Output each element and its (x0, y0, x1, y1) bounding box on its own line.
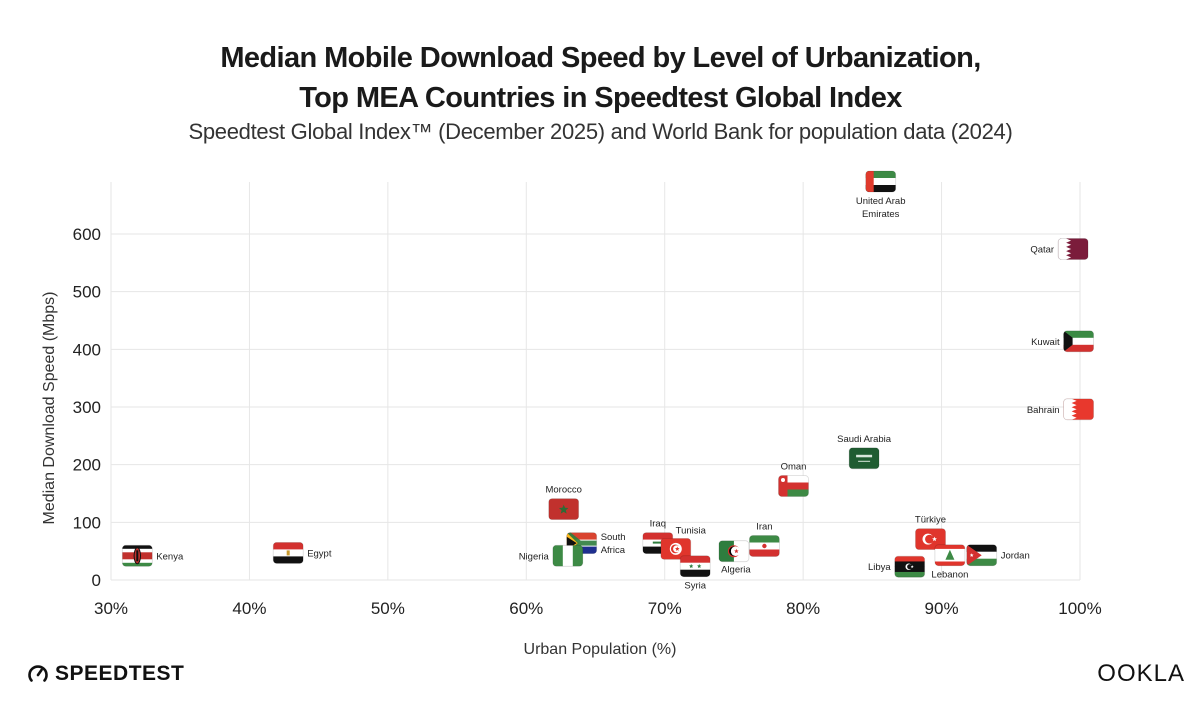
tunisia-flag-marker (660, 538, 691, 560)
x-tick-label: 60% (509, 599, 543, 618)
data-point-oman: Oman (778, 462, 809, 497)
data-point-qatar: Qatar (1030, 238, 1089, 260)
data-point-syria: Syria (679, 555, 711, 592)
data-point-uae: United Arab Emirates (856, 170, 906, 220)
y-tick-label: 0 (92, 571, 101, 590)
oman-flag-marker (778, 475, 809, 497)
egypt-flag-marker (273, 542, 304, 564)
gridlines (110, 182, 1081, 581)
data-point-jordan: Jordan (966, 544, 1030, 567)
morocco-flag-marker (548, 498, 579, 520)
y-tick-label: 100 (73, 513, 101, 532)
kuwait-flag-marker (1063, 330, 1094, 352)
nigeria-flag-marker (552, 545, 583, 567)
y-tick-label: 600 (73, 225, 101, 244)
point-label: Algeria (721, 565, 751, 576)
uae-flag-marker (865, 171, 896, 192)
y-axis-ticks: 0 100 200 300 400 500 600 (73, 225, 101, 590)
speedtest-logo: SPEEDTEST (27, 662, 184, 686)
iran-flag-marker (749, 535, 780, 557)
data-point-morocco: Morocco (545, 485, 582, 521)
x-axis-label: Urban Population (%) (524, 641, 677, 658)
data-point-kuwait: Kuwait (1031, 330, 1094, 353)
point-label: Jordan (1001, 551, 1030, 562)
point-label: Lebanon (931, 570, 968, 581)
point-label: Nigeria (519, 551, 550, 562)
x-axis-ticks: 30% 40% 50% 60% 70% 80% 90% 100% (94, 599, 1102, 618)
speedtest-brand-text: SPEEDTEST (55, 662, 185, 685)
point-label: Africa (601, 545, 626, 556)
data-point-saudi: Saudi Arabia (837, 434, 892, 470)
chart-title-line-1: Median Mobile Download Speed by Level of… (220, 42, 981, 74)
qatar-flag-marker (1058, 238, 1089, 260)
data-point-lebanon: Lebanon (931, 544, 968, 581)
point-label: Oman (781, 462, 807, 473)
x-tick-label: 90% (925, 599, 959, 618)
data-point-egypt: Egypt (272, 542, 332, 564)
saudi-flag-marker (849, 447, 880, 469)
point-label: Tunisia (676, 525, 707, 536)
syria-flag-marker (680, 555, 711, 577)
x-tick-label: 30% (94, 599, 128, 618)
speedometer-gauge-icon (28, 665, 48, 682)
point-label: Kuwait (1031, 337, 1060, 348)
jordan-flag-marker (966, 544, 997, 566)
iraq-flag-marker (642, 532, 673, 554)
libya-flag-marker (894, 556, 925, 578)
x-tick-label: 100% (1058, 599, 1101, 618)
y-tick-label: 200 (73, 456, 101, 475)
chart-subtitle: Speedtest Global Index™ (December 2025) … (188, 119, 1013, 144)
data-point-iran: Iran (749, 522, 780, 557)
ookla-logo: OOKLA (1097, 660, 1185, 687)
x-tick-label: 70% (648, 599, 682, 618)
data-points: United Arab Emirates Qatar Kuwait Bahrain Sau… (121, 170, 1094, 592)
point-label: Saudi Arabia (837, 434, 892, 445)
data-point-tunisia: Tunisia (660, 525, 707, 560)
point-label: Morocco (545, 485, 581, 496)
x-tick-label: 50% (371, 599, 405, 618)
algeria-flag-marker (718, 540, 749, 562)
data-point-kenya: Kenya (121, 544, 184, 567)
data-point-nigeria: Nigeria (519, 544, 584, 567)
point-label: Iraq (650, 519, 666, 530)
point-label: Türkiye (915, 515, 946, 526)
point-label: Qatar (1030, 245, 1054, 256)
x-tick-label: 40% (232, 599, 266, 618)
point-label: Libya (868, 562, 891, 573)
data-point-libya: Libya (868, 555, 926, 578)
kenya-flag-marker (122, 545, 153, 567)
x-tick-label: 80% (786, 599, 820, 618)
data-point-algeria: Algeria (718, 540, 751, 576)
y-tick-label: 300 (73, 398, 101, 417)
point-label: Emirates (862, 209, 900, 220)
point-label: Kenya (156, 551, 184, 562)
turkiye-flag-marker (915, 528, 946, 550)
y-tick-label: 500 (73, 283, 101, 302)
chart-title-line-2: Top MEA Countries in Speedtest Global In… (299, 82, 902, 114)
point-label: Syria (684, 581, 706, 592)
y-tick-label: 400 (73, 340, 101, 359)
point-label: United Arab (856, 196, 906, 207)
point-label: Bahrain (1027, 405, 1060, 416)
data-point-turkiye: Türkiye (915, 515, 946, 550)
y-axis-label: Median Download Speed (Mbps) (41, 291, 58, 524)
point-label: Egypt (307, 548, 332, 559)
data-point-bahrain: Bahrain (1027, 398, 1094, 421)
lebanon-flag-marker (934, 544, 965, 566)
point-label: South (601, 532, 626, 543)
bahrain-flag-marker (1063, 398, 1094, 420)
point-label: Iran (756, 522, 772, 533)
